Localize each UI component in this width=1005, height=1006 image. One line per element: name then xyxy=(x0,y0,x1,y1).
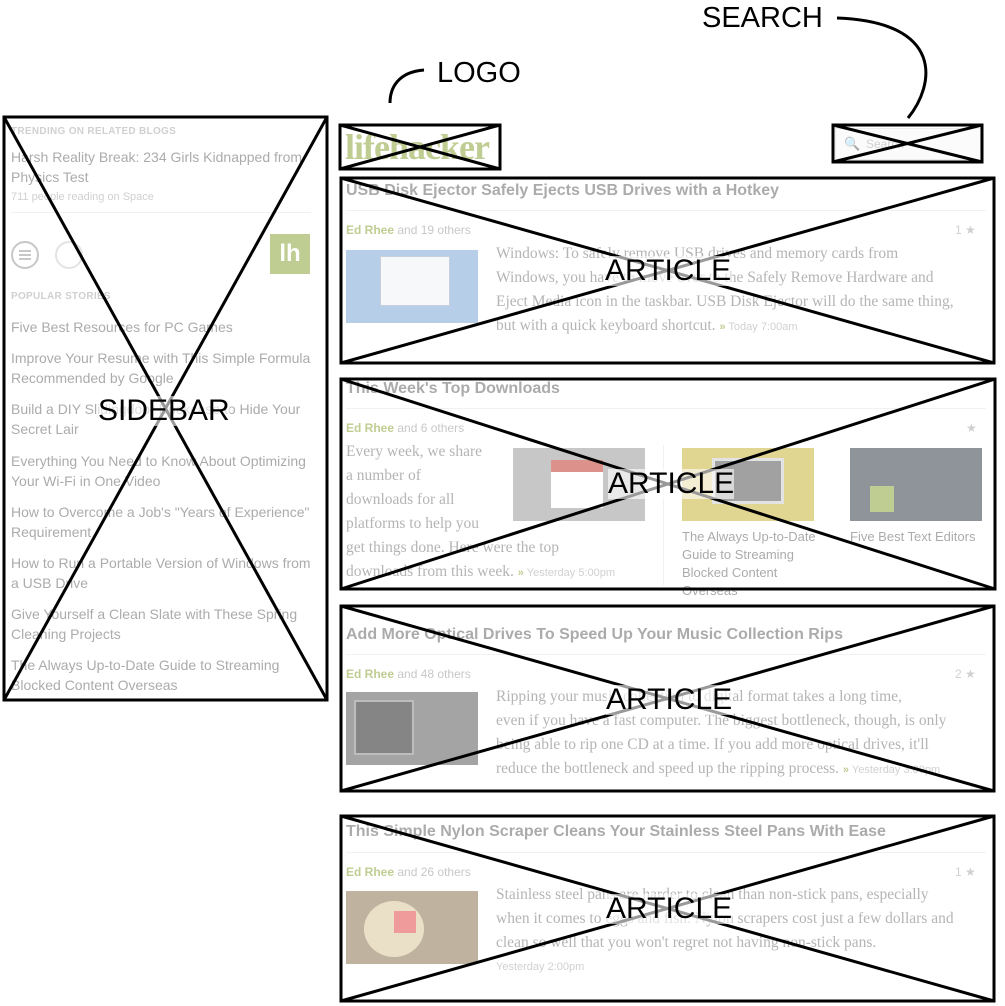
menu-icon[interactable] xyxy=(11,241,39,269)
popular-story-link[interactable]: Improve Your Resume with This Simple For… xyxy=(11,350,311,386)
divider xyxy=(11,212,311,213)
logo-cross-line xyxy=(339,123,501,171)
author-link[interactable]: Ed Rhee xyxy=(346,667,395,681)
search-annotation-arrow xyxy=(836,16,928,119)
article-byline: Ed Rhee and 26 others xyxy=(346,865,471,879)
trending-header: TRENDING ON RELATED BLOGS xyxy=(11,126,177,137)
article-wireframe-box xyxy=(339,604,996,793)
star-count[interactable]: 1 ★ xyxy=(955,865,976,879)
article-thumbnail[interactable] xyxy=(346,891,478,964)
logo-annotation-arrow xyxy=(388,68,425,104)
article-label: ARTICLE xyxy=(606,892,733,925)
article-byline: Ed Rhee and 6 others xyxy=(346,421,464,435)
vertical-divider xyxy=(663,445,664,585)
article-timestamp: Today 7:00am xyxy=(728,321,798,333)
popular-header: POPULAR STORIES xyxy=(11,291,111,302)
lh-badge[interactable]: lh xyxy=(270,234,310,274)
article-title[interactable]: This Week's Top Downloads xyxy=(346,380,560,397)
search-icon: 🔍 xyxy=(844,136,861,151)
text-editors-caption[interactable]: Five Best Text Editors xyxy=(850,529,976,544)
others-count: and 6 others xyxy=(397,421,465,435)
article-label: ARTICLE xyxy=(606,683,733,716)
article-title[interactable]: USB Disk Ejector Safely Ejects USB Drive… xyxy=(346,182,780,199)
article-title[interactable]: This Simple Nylon Scraper Cleans Your St… xyxy=(346,823,886,840)
divider xyxy=(346,654,986,655)
divider xyxy=(346,852,986,853)
article-excerpt: Every week, we share a number of downloa… xyxy=(346,443,616,580)
others-count: and 26 others xyxy=(397,865,471,879)
logo-annotation: LOGO xyxy=(437,57,521,89)
article-timestamp: Yesterday 2:00pm xyxy=(496,961,585,973)
author-link[interactable]: Ed Rhee xyxy=(346,865,395,879)
popular-story-link[interactable]: How to Overcome a Job's "Years of Experi… xyxy=(11,504,310,540)
trending-story-link[interactable]: Harsh Reality Break: 234 Girls Kidnapped… xyxy=(11,149,303,185)
star-count[interactable]: 1 ★ xyxy=(955,223,976,237)
popular-story-link[interactable]: How to Run a Portable Version of Windows… xyxy=(11,555,311,591)
text-editors-thumbnail[interactable] xyxy=(850,448,982,521)
streaming-guide-caption[interactable]: The Always Up-to-Date Guide to Streaming… xyxy=(682,529,816,598)
logo-wireframe-box xyxy=(338,123,502,171)
article-title[interactable]: Add More Optical Drives To Speed Up Your… xyxy=(346,626,843,643)
article-label: ARTICLE xyxy=(605,254,732,287)
search-wireframe-box xyxy=(831,123,984,164)
others-count: and 19 others xyxy=(397,223,471,237)
others-count: and 48 others xyxy=(397,667,471,681)
article-byline: Ed Rhee and 48 others xyxy=(346,667,471,681)
divider xyxy=(346,408,986,409)
sidebar-label: SIDEBAR xyxy=(98,394,230,427)
article-byline: Ed Rhee and 19 others xyxy=(346,223,471,237)
popular-story-link[interactable]: The Always Up-to-Date Guide to Streaming… xyxy=(11,657,280,693)
article-label: ARTICLE xyxy=(608,467,735,500)
author-link[interactable]: Ed Rhee xyxy=(346,421,395,435)
search-annotation: SEARCH xyxy=(702,2,823,34)
star-icon[interactable]: ★ xyxy=(966,421,977,435)
article-wireframe-box xyxy=(339,377,997,591)
search-cross-line xyxy=(832,123,983,164)
author-link[interactable]: Ed Rhee xyxy=(346,223,395,237)
article-thumbnail[interactable] xyxy=(346,692,478,765)
article-wireframe-box xyxy=(339,176,996,365)
star-count[interactable]: 2 ★ xyxy=(955,667,976,681)
article-wireframe-box xyxy=(339,814,996,1003)
article-timestamp: Yesterday 3:00pm xyxy=(851,764,941,776)
divider xyxy=(346,210,986,211)
article-thumbnail[interactable] xyxy=(346,250,478,323)
sidebar-wireframe-box xyxy=(2,115,329,702)
article-timestamp: Yesterday 5:00pm xyxy=(526,567,616,579)
